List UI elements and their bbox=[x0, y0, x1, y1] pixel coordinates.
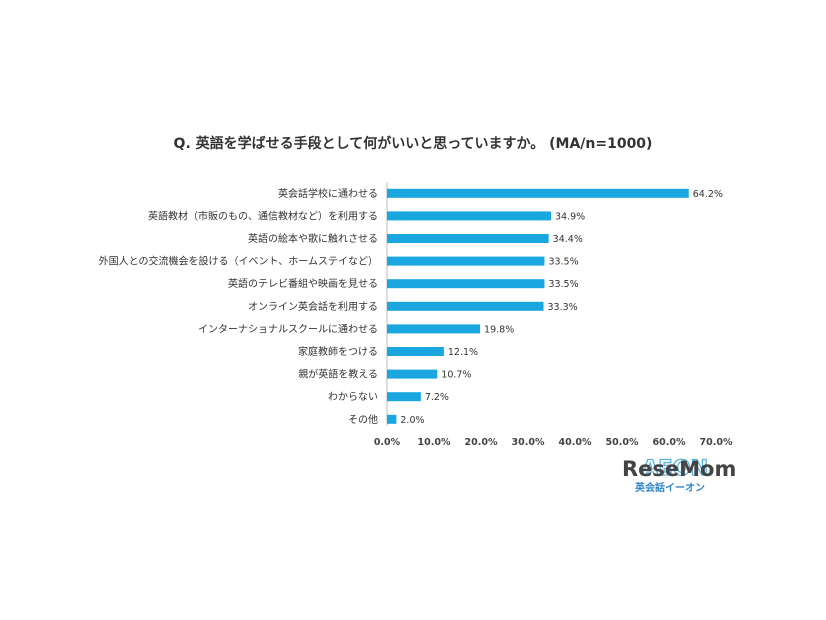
value-label: 34.4% bbox=[553, 234, 583, 245]
x-tick-label: 50.0% bbox=[606, 437, 639, 448]
value-label: 2.0% bbox=[400, 415, 424, 426]
x-tick-label: 10.0% bbox=[418, 437, 451, 448]
bar bbox=[387, 347, 444, 356]
value-label: 34.9% bbox=[555, 211, 585, 222]
chart-title: Q. 英語を学ばせる手段として何がいいと思っていますか。 (MA/n=1000) bbox=[174, 135, 653, 152]
bar bbox=[387, 392, 421, 402]
bar bbox=[387, 234, 549, 243]
value-label: 33.5% bbox=[548, 279, 578, 290]
bar bbox=[387, 324, 481, 334]
eikaiwa-aeon-text: 英会話イーオン bbox=[634, 481, 705, 494]
bar bbox=[387, 279, 545, 289]
bar bbox=[387, 188, 689, 198]
aeon-logo-outline: AEON bbox=[642, 456, 708, 480]
category-label: 外国人との交流機会を設ける（イベント、ホームステイなど） bbox=[99, 255, 378, 268]
x-tick-label: 0.0% bbox=[374, 437, 401, 448]
bars-group: 英会話学校に通わせる 64.2% 英語教材（市販のもの、通信教材など）を利用する 34… bbox=[99, 187, 723, 426]
category-label: オンライン英会話を利用する bbox=[248, 300, 378, 313]
value-label: 12.1% bbox=[448, 347, 478, 358]
x-tick-label: 20.0% bbox=[465, 437, 498, 448]
category-label: 英語の絵本や歌に触れさせる bbox=[248, 232, 378, 245]
category-label: 家庭教師をつける bbox=[298, 345, 378, 358]
value-label: 7.2% bbox=[425, 392, 449, 403]
category-label: わからない bbox=[328, 391, 378, 403]
x-tick-label: 30.0% bbox=[512, 437, 545, 448]
category-label: 英会話学校に通わせる bbox=[278, 187, 378, 200]
bar bbox=[387, 301, 544, 311]
value-label: 19.8% bbox=[484, 324, 514, 335]
watermark-logo: AEON ReseMom 英会話イーオン bbox=[622, 455, 736, 494]
x-axis-ticks: 0.0% 10.0% 20.0% 30.0% 40.0% 50.0% 60.0% 70.0% bbox=[374, 437, 733, 448]
category-label: インターナショナルスクールに通わせる bbox=[198, 323, 378, 335]
x-tick-label: 60.0% bbox=[653, 437, 686, 448]
value-label: 33.5% bbox=[548, 257, 578, 268]
category-label: 英語教材（市販のもの、通信教材など）を利用する bbox=[148, 209, 378, 222]
value-label: 10.7% bbox=[441, 370, 471, 381]
category-label: 英語のテレビ番組や映画を見せる bbox=[228, 277, 378, 290]
category-label: その他 bbox=[348, 413, 378, 426]
category-label: 親が英語を教える bbox=[298, 368, 378, 381]
value-label: 33.3% bbox=[548, 302, 578, 313]
bar bbox=[387, 256, 545, 266]
bar bbox=[387, 211, 552, 221]
bar bbox=[387, 414, 397, 424]
x-tick-label: 40.0% bbox=[559, 437, 592, 448]
resemom-logo-text: ReseMom bbox=[622, 457, 736, 481]
bar bbox=[387, 369, 438, 379]
x-tick-label: 70.0% bbox=[700, 437, 733, 448]
value-label: 64.2% bbox=[693, 189, 723, 200]
